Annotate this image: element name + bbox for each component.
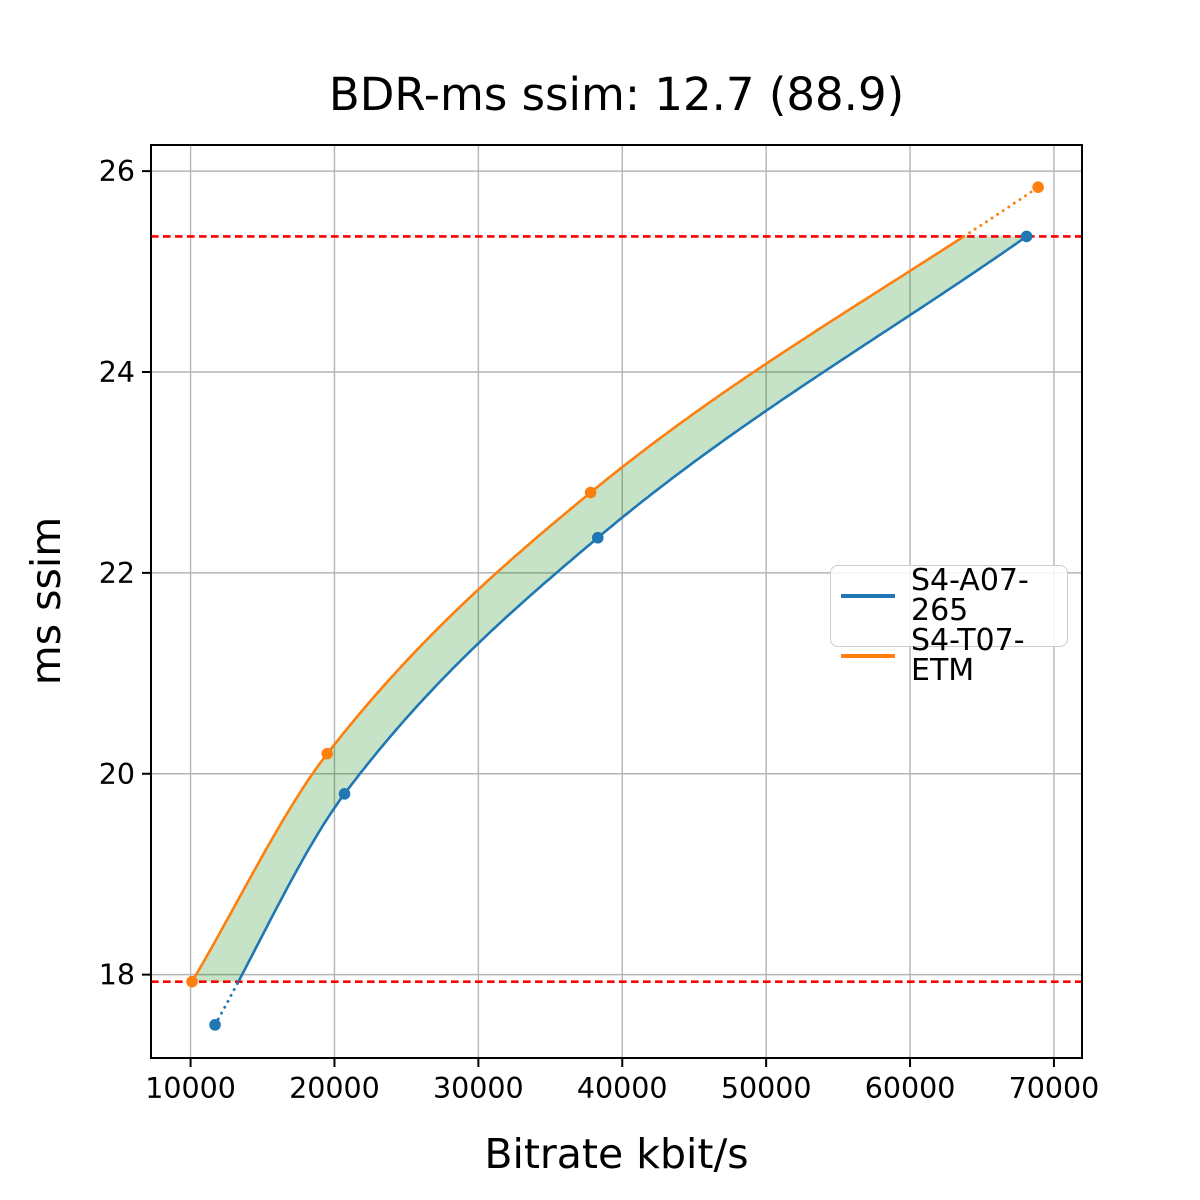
- curve-dotted-S4-T07-ETM: [962, 185, 1040, 238]
- y-tick-label: 20: [99, 758, 135, 791]
- legend-item: S4-A07-265: [841, 566, 1067, 626]
- y-tick-label: 22: [99, 557, 135, 590]
- chart-title: BDR-ms ssim: 12.7 (88.9): [328, 68, 905, 121]
- legend-item: S4-T07-ETM: [841, 626, 1067, 686]
- data-point-S4-A07-265: [209, 1019, 221, 1031]
- legend-label: S4-A07-265: [911, 563, 1029, 628]
- y-tick-label: 24: [99, 356, 135, 389]
- y-tick-label: 18: [99, 959, 135, 992]
- data-point-S4-T07-ETM: [321, 747, 334, 760]
- curve-dotted-S4-A07-265: [213, 980, 240, 1027]
- data-point-S4-T07-ETM: [1032, 181, 1044, 193]
- data-point-S4-A07-265: [1020, 230, 1033, 243]
- data-point-S4-T07-ETM: [584, 486, 597, 499]
- x-tick-label: 60000: [865, 1072, 956, 1105]
- x-axis-label: Bitrate kbit/s: [484, 1130, 749, 1178]
- axes-spines: [150, 144, 1083, 1059]
- x-tick-label: 10000: [145, 1072, 236, 1105]
- data-point-S4-T07-ETM: [186, 975, 198, 988]
- bdr-fill-region: [192, 236, 1027, 982]
- curve-S4-T07-ETM: [190, 235, 965, 983]
- y-axis-label: ms ssim: [22, 516, 70, 686]
- x-tick-label: 40000: [577, 1072, 668, 1105]
- legend-label: S4-T07-ETM: [911, 623, 1025, 688]
- x-tick-label: 30000: [433, 1072, 524, 1105]
- data-point-S4-A07-265: [338, 788, 351, 800]
- data-point-S4-A07-265: [591, 531, 604, 544]
- y-tick-label: 26: [99, 155, 135, 188]
- curve-S4-A07-265: [237, 235, 1028, 983]
- legend-box: S4-A07-265 S4-T07-ETM: [830, 565, 1068, 686]
- x-tick-label: 20000: [289, 1072, 380, 1105]
- legend-line-sample: [841, 654, 895, 658]
- legend-line-sample: [841, 594, 895, 598]
- x-tick-label: 50000: [721, 1072, 812, 1105]
- x-tick-label: 70000: [1009, 1072, 1100, 1105]
